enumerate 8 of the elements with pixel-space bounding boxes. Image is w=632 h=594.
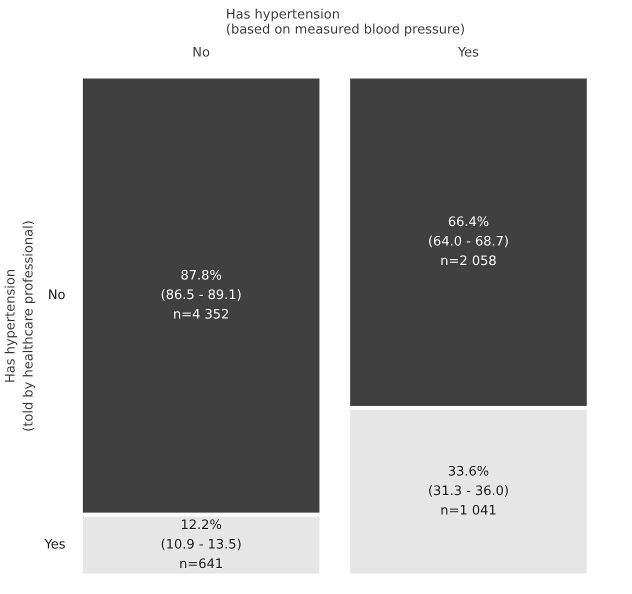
series-label: Yes [44, 538, 66, 553]
data-label: 33.6% (31.3 - 36.0) n=1 041 [428, 464, 509, 519]
chart-title: Has hypertension (based on measured blood pressure) [226, 8, 466, 38]
y-axis-title: Has hypertension (told by healthcare professional) [4, 220, 37, 432]
data-label: 12.2% (10.9 - 13.5) n=641 [160, 518, 242, 572]
series-label: No [48, 288, 66, 304]
data-label: 66.4% (64.0 - 68.7) n=2 058 [428, 215, 509, 270]
data-label: 87.8% (86.5 - 89.1) n=4 352 [160, 268, 242, 323]
